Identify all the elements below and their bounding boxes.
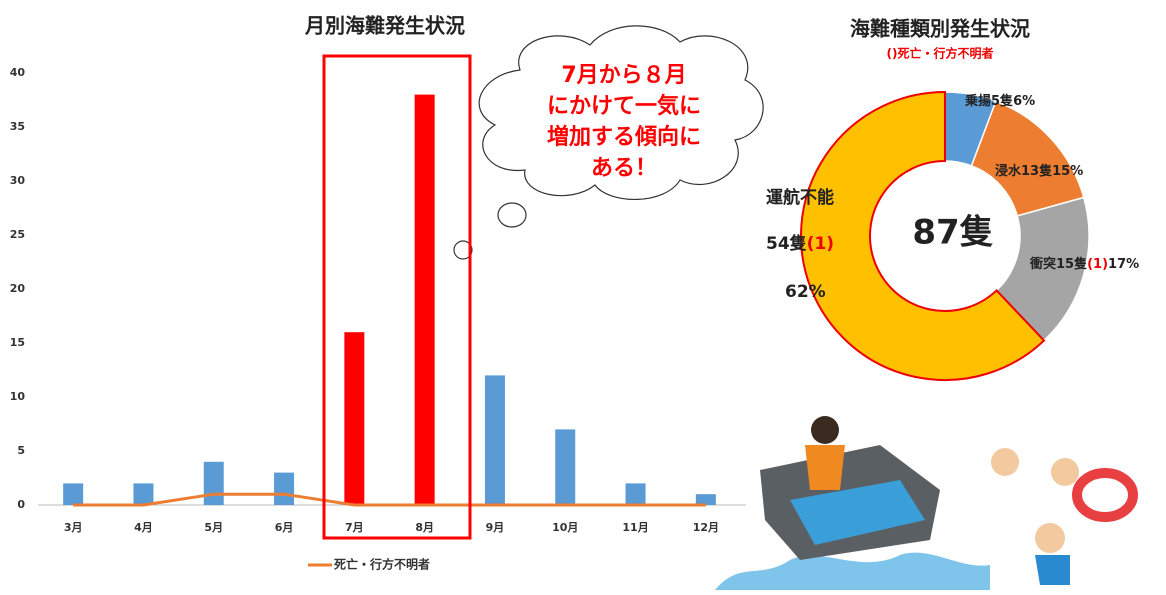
annotation: にかけて一気に <box>547 93 701 119</box>
x-tick-label: 12月 <box>693 521 719 534</box>
bar <box>344 332 365 505</box>
label-part: (1) <box>807 234 834 254</box>
bar <box>484 375 505 505</box>
callout-cloud <box>453 25 764 260</box>
donut-slice <box>800 90 1046 381</box>
bar-title: 月別海難発生状況 <box>304 14 465 38</box>
label-part: (1) <box>1087 257 1108 272</box>
slice-label: 運航不能 <box>766 187 834 208</box>
donut-title: 海難種類別発生状況 <box>850 17 1030 41</box>
label-part: 浸水 <box>995 163 1022 179</box>
y-tick-label: 10 <box>10 390 26 403</box>
line-series <box>73 492 706 507</box>
bar <box>274 472 295 505</box>
bar <box>63 483 84 505</box>
donut-total: 87隻 <box>912 213 993 253</box>
bar <box>695 494 716 505</box>
legend-label: 死亡・行方不明者 <box>334 557 430 572</box>
donut-subtitle: ()死亡・行方不明者 <box>887 46 994 61</box>
label-part: 54隻 <box>766 233 807 254</box>
annotation: 7月から８月 <box>561 63 686 88</box>
x-tick-label: 9月 <box>486 521 505 534</box>
label-part: 運航不能 <box>766 187 834 208</box>
slice-label: 乗揚5隻6% <box>964 93 1035 109</box>
illustration <box>715 416 1138 590</box>
x-tick-label: 8月 <box>415 521 434 534</box>
label-part: 17% <box>1108 257 1139 272</box>
y-tick-label: 40 <box>10 66 26 79</box>
x-tick-label: 5月 <box>204 521 223 534</box>
x-tick-label: 7月 <box>345 521 364 534</box>
label-part: 衝突 <box>1029 256 1056 272</box>
annotation: 増加する傾向に <box>547 124 701 150</box>
x-tick-label: 3月 <box>64 521 83 534</box>
bar <box>203 461 224 505</box>
slice-label: 54隻(1) <box>766 233 834 254</box>
y-tick-label: 5 <box>17 444 25 457</box>
label-part: 15隻 <box>1056 256 1087 272</box>
bar <box>133 483 154 505</box>
label-part: 13隻 <box>1021 163 1052 179</box>
x-tick-label: 11月 <box>622 521 648 534</box>
y-tick-label: 30 <box>10 174 26 187</box>
slice-label: 62% <box>785 282 826 302</box>
annotation: ある！ <box>591 156 657 181</box>
y-tick-label: 25 <box>10 228 25 241</box>
bar <box>555 429 576 505</box>
x-tick-label: 6月 <box>275 521 294 534</box>
label-part: 乗揚 <box>964 93 991 109</box>
x-tick-label: 10月 <box>552 521 578 534</box>
slice-label: 衝突15隻(1)17% <box>1029 256 1139 272</box>
y-tick-label: 35 <box>10 120 25 133</box>
highlight-box <box>322 54 472 540</box>
y-tick-label: 15 <box>10 336 25 349</box>
y-tick-label: 0 <box>17 498 25 511</box>
label-part: 6% <box>1013 94 1035 109</box>
label-part: 62% <box>785 282 826 302</box>
label-part: 5隻 <box>991 93 1013 109</box>
bar <box>625 483 646 505</box>
slice-label: 浸水13隻15% <box>995 163 1083 179</box>
y-tick-label: 20 <box>10 282 26 295</box>
bar <box>414 94 435 505</box>
x-tick-label: 4月 <box>134 521 153 534</box>
label-part: 15% <box>1052 164 1083 179</box>
